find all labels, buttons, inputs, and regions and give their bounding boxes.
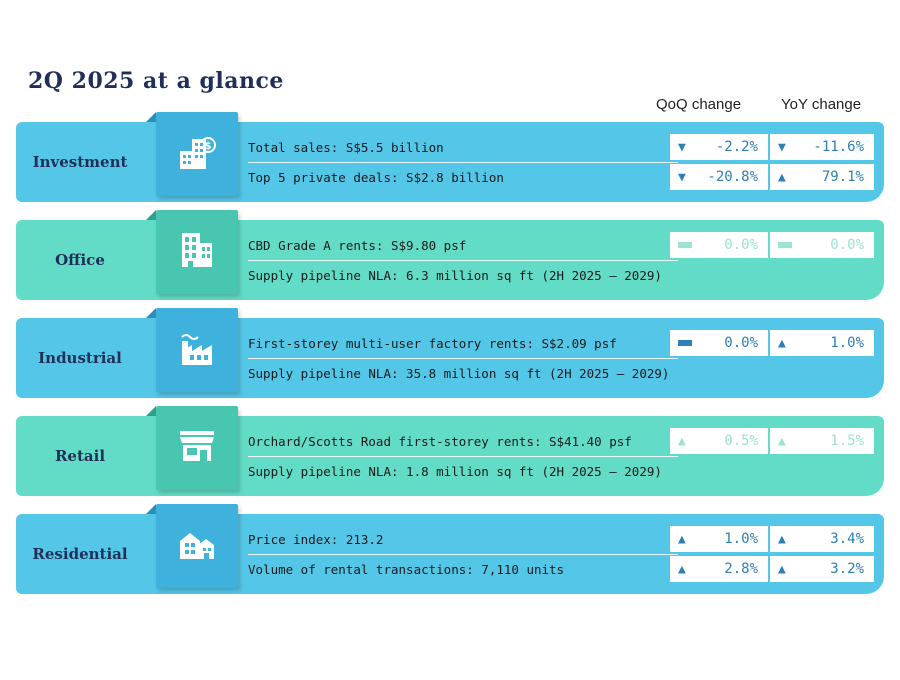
change-value: 1.0% — [724, 531, 758, 547]
metric-row: Supply pipeline NLA: 6.3 million sq ft (… — [248, 260, 708, 290]
tab-residential — [146, 504, 238, 588]
metric-row: Orchard/Scotts Road first-storey rents: … — [248, 426, 678, 457]
metric-text: Supply pipeline NLA: 35.8 million sq ft … — [248, 365, 670, 381]
up-arrow-icon: ▲ — [778, 335, 786, 351]
qoq-change-cell: ▲ 2.8% — [670, 556, 768, 582]
tab-retail — [146, 406, 238, 490]
qoq-change-cell: ▼ -2.2% — [670, 134, 768, 160]
yoy-change-cell: ▲ 1.5% — [770, 428, 874, 454]
yoy-change-cell: ▲ 3.2% — [770, 556, 874, 582]
flat-dash-icon — [778, 242, 792, 248]
metric-row: Volume of rental transactions: 7,110 uni… — [248, 554, 708, 584]
up-arrow-icon: ▲ — [778, 169, 786, 185]
metric-text: Price index: 213.2 — [248, 531, 384, 547]
tab-investment: $ — [146, 112, 238, 196]
metric-text: Supply pipeline NLA: 6.3 million sq ft (… — [248, 267, 662, 283]
office-building-icon — [174, 227, 220, 277]
yoy-change-cell: ▲ 3.4% — [770, 526, 874, 552]
buildings-dollar-icon: $ — [174, 129, 220, 179]
down-arrow-icon: ▼ — [778, 139, 786, 155]
up-arrow-icon: ▲ — [678, 433, 686, 449]
qoq-change-cell: 0.0% — [670, 330, 768, 356]
change-value: 0.5% — [724, 433, 758, 449]
change-value: -20.8% — [707, 169, 758, 185]
metric-text: Supply pipeline NLA: 1.8 million sq ft (… — [248, 463, 662, 479]
change-value: 3.2% — [830, 561, 864, 577]
section-office: Office CBD Grade A rents: S$9.80 psf Sup… — [16, 210, 884, 300]
yoy-column-header: YoY change — [781, 96, 862, 113]
factory-icon — [174, 325, 220, 375]
metric-text: Total sales: S$5.5 billion — [248, 139, 444, 155]
svg-text:$: $ — [205, 141, 212, 152]
section-label: Industrial — [38, 349, 122, 367]
metric-text: CBD Grade A rents: S$9.80 psf — [248, 237, 467, 253]
metric-text: Volume of rental transactions: 7,110 uni… — [248, 561, 565, 577]
change-value: -2.2% — [715, 139, 758, 155]
qoq-column-header: QoQ change — [656, 96, 742, 113]
yoy-change-cell: 0.0% — [770, 232, 874, 258]
change-value: 1.5% — [830, 433, 864, 449]
down-arrow-icon: ▼ — [678, 169, 686, 185]
section-label: Residential — [32, 545, 128, 563]
section-investment: Investment $ Total sales: S$5.5 — [16, 112, 884, 202]
flat-dash-icon — [678, 340, 692, 346]
up-arrow-icon: ▲ — [778, 433, 786, 449]
qoq-change-cell: 0.0% — [670, 232, 768, 258]
section-residential: Residential Price index: 213.2 Volume of… — [16, 504, 884, 594]
metric-row: Supply pipeline NLA: 35.8 million sq ft … — [248, 358, 708, 388]
up-arrow-icon: ▲ — [778, 531, 786, 547]
section-label: Retail — [54, 447, 106, 465]
down-arrow-icon: ▼ — [678, 139, 686, 155]
tab-office — [146, 210, 238, 294]
qoq-change-cell: ▼ -20.8% — [670, 164, 768, 190]
metric-text: Top 5 private deals: S$2.8 billion — [248, 169, 504, 185]
yoy-change-cell: ▲ 1.0% — [770, 330, 874, 356]
change-value: 0.0% — [830, 237, 864, 253]
metric-row: Top 5 private deals: S$2.8 billion — [248, 162, 708, 192]
flat-dash-icon — [678, 242, 692, 248]
yoy-change-cell: ▲ 79.1% — [770, 164, 874, 190]
page-title: 2Q 2025 at a glance — [28, 68, 284, 94]
change-value: -11.6% — [813, 139, 864, 155]
change-value: 0.0% — [724, 237, 758, 253]
qoq-change-cell: ▲ 1.0% — [670, 526, 768, 552]
metric-row: Total sales: S$5.5 billion — [248, 132, 678, 163]
section-retail: Retail Orchard/Scotts Road first-storey … — [16, 406, 884, 496]
metric-row: First-storey multi-user factory rents: S… — [248, 328, 678, 359]
change-value: 79.1% — [821, 169, 864, 185]
change-value: 1.0% — [830, 335, 864, 351]
section-label: Office — [55, 251, 105, 269]
metric-text: Orchard/Scotts Road first-storey rents: … — [248, 433, 632, 449]
change-value: 2.8% — [724, 561, 758, 577]
yoy-change-cell: ▼ -11.6% — [770, 134, 874, 160]
section-label: Investment — [32, 153, 128, 171]
qoq-change-cell: ▲ 0.5% — [670, 428, 768, 454]
storefront-icon — [174, 423, 220, 473]
change-value: 3.4% — [830, 531, 864, 547]
change-value: 0.0% — [724, 335, 758, 351]
houses-icon — [174, 521, 220, 571]
tab-industrial — [146, 308, 238, 392]
section-industrial: Industrial First-storey multi-user facto… — [16, 308, 884, 398]
up-arrow-icon: ▲ — [678, 561, 686, 577]
metric-text: First-storey multi-user factory rents: S… — [248, 335, 617, 351]
metric-row: CBD Grade A rents: S$9.80 psf — [248, 230, 678, 261]
metric-row: Supply pipeline NLA: 1.8 million sq ft (… — [248, 456, 708, 486]
metric-row: Price index: 213.2 — [248, 524, 678, 555]
up-arrow-icon: ▲ — [678, 531, 686, 547]
up-arrow-icon: ▲ — [778, 561, 786, 577]
